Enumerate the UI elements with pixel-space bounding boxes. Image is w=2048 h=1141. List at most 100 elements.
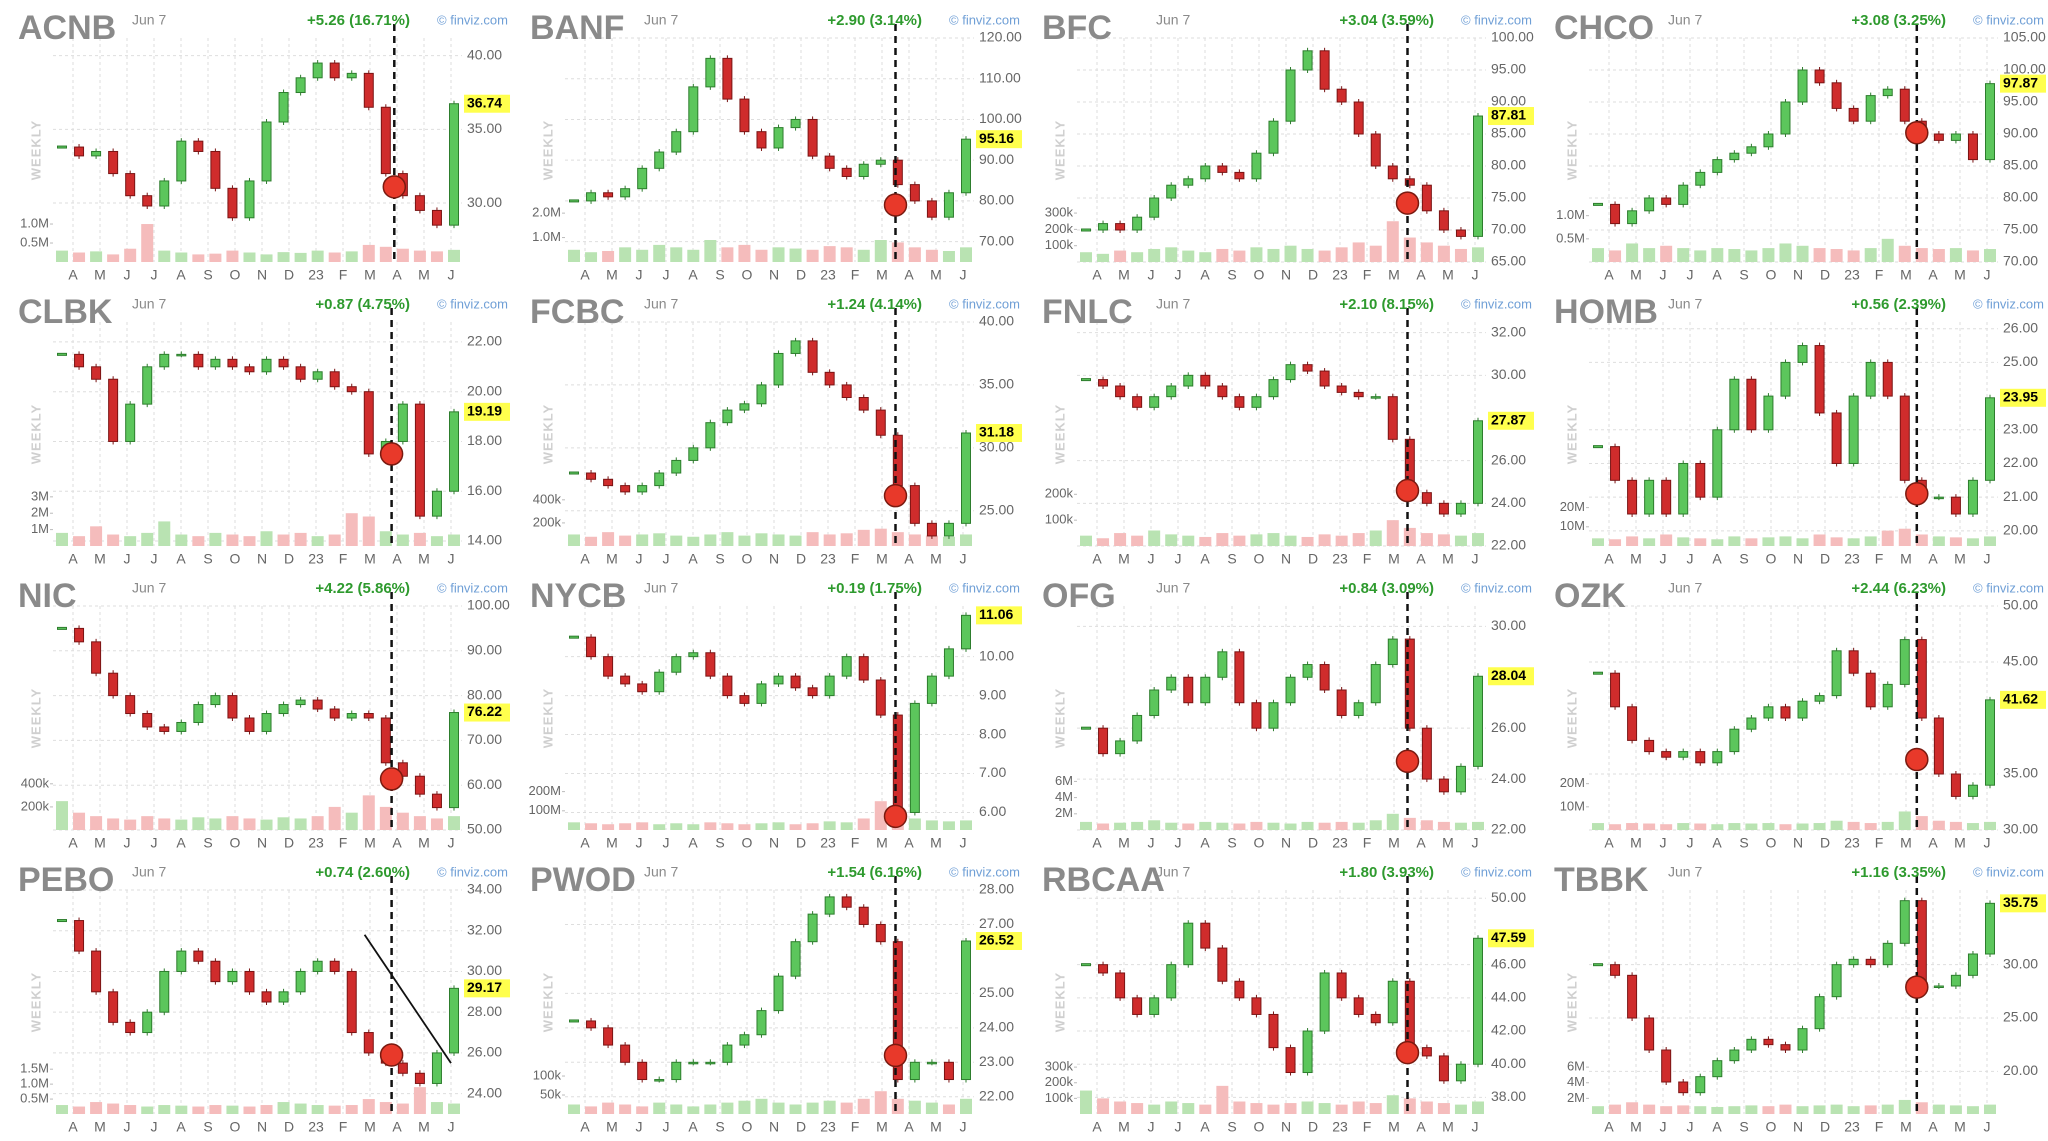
x-tick-label: M xyxy=(1388,267,1400,283)
x-tick-label: 23 xyxy=(1332,551,1348,567)
x-tick-label: D xyxy=(796,835,806,851)
x-tick-label: J xyxy=(448,1119,455,1135)
x-tick-label: D xyxy=(284,1119,294,1135)
volume-bar xyxy=(1386,221,1399,262)
chart-panel: A M J J A S O N D 23 F M A M J20.0025.0030.002M4M6MWEE… xyxy=(1554,861,2046,1135)
candle xyxy=(1746,146,1757,154)
y-tick-label: 28.00 xyxy=(979,881,1014,897)
chart-panel: A M J J A S O N D 23 F M A M J65.0070.0075.0080.0085.0… xyxy=(1042,9,1534,283)
volume-bar xyxy=(687,824,700,830)
chart-panel: A M J J A S O N D 23 F M A M J30.0035.0040.000.5M1.0MW… xyxy=(18,9,510,283)
candle xyxy=(261,991,272,1003)
volume-bar xyxy=(1949,537,1962,546)
volume-bar xyxy=(362,795,375,830)
volume-bar xyxy=(1677,1105,1690,1114)
volume-bar xyxy=(857,818,870,830)
candle xyxy=(1132,714,1143,742)
event-marker xyxy=(379,442,404,466)
candle xyxy=(176,140,187,182)
candle xyxy=(1729,152,1740,161)
candle xyxy=(125,403,136,442)
volume-bar xyxy=(430,818,443,830)
axis-label: WEEKLY xyxy=(540,404,555,464)
volume-tick-label: 200k xyxy=(21,798,50,813)
x-tick-label: J xyxy=(1175,835,1182,851)
x-tick-label: S xyxy=(715,1119,724,1135)
candle xyxy=(244,717,255,732)
candle xyxy=(943,192,954,218)
x-tick-label: A xyxy=(1092,267,1102,283)
date: Jun 7 xyxy=(1156,296,1190,312)
x-tick-label: M xyxy=(1954,1119,1966,1135)
x-tick-label: J xyxy=(636,267,643,283)
x-tick-label: D xyxy=(1820,1119,1830,1135)
candle xyxy=(1387,396,1398,440)
volume-bar xyxy=(602,824,615,830)
candle xyxy=(1353,997,1364,1015)
y-tick-label: 75.00 xyxy=(2003,221,2038,237)
x-tick-label: 23 xyxy=(820,1119,836,1135)
x-tick-label: D xyxy=(796,267,806,283)
candle xyxy=(841,167,852,177)
chart-panel: A M J J A S O N D 23 F M A M J38.0040.0042.0044.0046.0… xyxy=(1042,861,1534,1135)
volume-bar xyxy=(1609,824,1622,830)
x-tick-label: J xyxy=(1687,835,1694,851)
volume-bar xyxy=(568,1104,580,1114)
volume-bar xyxy=(1779,1104,1792,1114)
x-tick-label: D xyxy=(284,835,294,851)
volume-bar xyxy=(430,536,443,546)
volume-bar xyxy=(1182,535,1195,546)
y-tick-label: 20.00 xyxy=(2003,522,2038,538)
x-tick-label: J xyxy=(663,835,670,851)
candle xyxy=(57,919,67,923)
candle xyxy=(1404,178,1415,186)
candle xyxy=(1865,958,1876,966)
x-tick-label: D xyxy=(284,267,294,283)
volume-bar xyxy=(1830,537,1843,546)
candle xyxy=(91,950,102,993)
x-tick-label: M xyxy=(364,835,376,851)
x-tick-label: A xyxy=(68,551,78,567)
x-tick-label: M xyxy=(418,551,430,567)
candle xyxy=(773,675,784,685)
candle xyxy=(329,371,340,388)
candle xyxy=(688,86,699,133)
ticker: ACNB xyxy=(18,9,116,47)
y-tick-label: 30.00 xyxy=(979,439,1014,455)
candle xyxy=(1593,445,1603,449)
x-tick-label: A xyxy=(1928,551,1938,567)
y-tick-label: 24.00 xyxy=(467,1084,502,1100)
candle xyxy=(1268,702,1279,729)
date: Jun 7 xyxy=(132,864,166,880)
candle xyxy=(1967,133,1978,161)
last-price: 28.04 xyxy=(1491,667,1526,683)
last-price: 27.87 xyxy=(1491,411,1526,427)
y-tick-label: 105.00 xyxy=(2003,29,2046,45)
candle xyxy=(603,478,614,487)
volume-bar xyxy=(345,513,358,546)
candle xyxy=(654,671,665,693)
volume-tick-label: 10M xyxy=(1560,518,1585,533)
candle xyxy=(1353,101,1364,135)
candle xyxy=(1336,385,1347,393)
source: © finviz.com xyxy=(1973,864,2044,879)
candle xyxy=(1268,1013,1279,1049)
candle xyxy=(1712,751,1723,764)
volume-bar xyxy=(857,529,870,546)
candle xyxy=(1115,223,1126,231)
event-marker xyxy=(883,1043,908,1068)
volume-bar xyxy=(908,247,921,262)
volume-bar xyxy=(1250,821,1263,830)
volume-tick-label: 2.0M xyxy=(532,205,561,220)
candle xyxy=(1455,229,1466,237)
candle xyxy=(1780,361,1791,397)
volume-bar xyxy=(209,818,222,830)
volume-bar xyxy=(362,516,375,546)
volume-bar xyxy=(670,535,683,546)
volume-bar xyxy=(721,1102,734,1114)
volume-bar xyxy=(721,823,734,830)
volume-bar xyxy=(209,253,222,262)
volume-tick-label: 6M xyxy=(1055,773,1073,788)
candle xyxy=(1644,479,1655,515)
x-tick-label: J xyxy=(636,551,643,567)
